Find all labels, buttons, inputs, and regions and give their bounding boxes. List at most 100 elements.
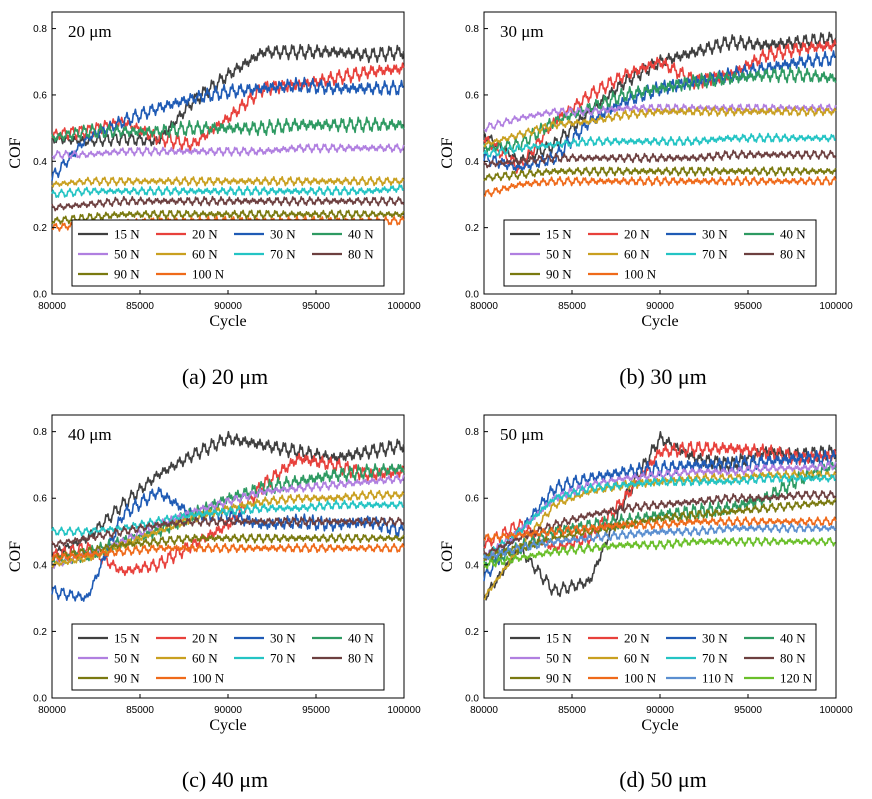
- series-line-50n: [51, 143, 405, 160]
- legend-label: 60 N: [624, 247, 650, 262]
- legend: 15 N 20 N 30 N 40 N 50 N 60 N 70 N 80 N 90 N 100 …: [503, 623, 817, 691]
- chart-panel-1: 0.0 0.2 0.4 0.6 0.8 80000 85000 90000 95000 10000…: [439, 11, 853, 330]
- legend-label: 40 N: [348, 227, 374, 242]
- x-tick-label: 100000: [387, 705, 421, 716]
- panel-tag: 30 μm: [500, 22, 544, 41]
- legend-label: 15 N: [546, 227, 572, 242]
- x-tick-label: 95000: [734, 705, 762, 716]
- x-tick-label: 95000: [302, 705, 330, 716]
- legend-label: 20 N: [624, 631, 650, 646]
- legend-label: 90 N: [546, 267, 572, 282]
- series-line-110n: [483, 522, 837, 561]
- legend-label: 90 N: [114, 671, 140, 686]
- series-line-100n: [483, 516, 837, 543]
- y-tick-label: 0.2: [33, 223, 47, 234]
- legend-label: 20 N: [192, 227, 218, 242]
- x-axis-title: Cycle: [641, 313, 678, 330]
- x-tick-label: 85000: [558, 301, 586, 312]
- y-tick-label: 0.4: [465, 560, 479, 571]
- series-line-40n: [51, 116, 405, 142]
- series-line-80n: [51, 195, 405, 212]
- legend-label: 100 N: [624, 671, 657, 686]
- series-line-70n: [51, 184, 405, 198]
- y-tick-label: 0.4: [33, 157, 47, 168]
- legend-label: 40 N: [780, 227, 806, 242]
- series-line-90n: [483, 166, 837, 182]
- x-tick-label: 90000: [214, 301, 242, 312]
- x-axis-title: Cycle: [209, 717, 246, 734]
- legend-label: 50 N: [546, 247, 572, 262]
- series-line-40n: [483, 461, 837, 568]
- x-axis-title: Cycle: [641, 717, 678, 734]
- series-line-70n: [483, 132, 837, 158]
- legend-label: 80 N: [780, 651, 806, 666]
- y-tick-label: 0.8: [465, 24, 479, 35]
- series-line-50n: [483, 460, 837, 562]
- x-tick-label: 80000: [470, 301, 498, 312]
- y-axis-title: COF: [7, 137, 24, 168]
- series-line-60n: [51, 176, 405, 188]
- panel-tag: 20 μm: [68, 22, 112, 41]
- legend-label: 100 N: [624, 267, 657, 282]
- chart-panel-3: 0.0 0.2 0.4 0.6 0.8 80000 85000 90000 95000 10000…: [439, 414, 853, 734]
- legend-label: 15 N: [114, 631, 140, 646]
- series-line-80n: [483, 149, 837, 169]
- series-line-15n: [51, 430, 405, 560]
- x-tick-label: 80000: [38, 301, 66, 312]
- y-axis-title: COF: [439, 137, 456, 168]
- y-tick-label: 0.2: [465, 627, 479, 638]
- legend-label: 40 N: [780, 631, 806, 646]
- legend-label: 20 N: [192, 631, 218, 646]
- y-tick-label: 0.6: [33, 494, 47, 505]
- y-tick-label: 0.6: [465, 494, 479, 505]
- legend-label: 80 N: [348, 651, 374, 666]
- y-tick-label: 0.0: [33, 694, 47, 705]
- legend-label: 30 N: [270, 631, 296, 646]
- y-tick-label: 0.4: [465, 157, 479, 168]
- y-tick-label: 0.6: [33, 90, 47, 101]
- series-line-60n: [483, 106, 837, 148]
- x-tick-label: 80000: [38, 705, 66, 716]
- x-tick-label: 95000: [734, 301, 762, 312]
- legend-label: 120 N: [780, 671, 813, 686]
- series-line-15n: [51, 43, 405, 147]
- x-axis-title: Cycle: [209, 313, 246, 330]
- legend: 15 N 20 N 30 N 40 N 50 N 60 N 70 N 80 N 90 N 100 …: [503, 219, 817, 287]
- y-tick-label: 0.0: [465, 290, 479, 301]
- legend-label: 15 N: [546, 631, 572, 646]
- y-tick-label: 0.0: [33, 290, 47, 301]
- y-tick-label: 0.6: [465, 90, 479, 101]
- y-axis-title: COF: [439, 541, 456, 572]
- legend-label: 30 N: [702, 631, 728, 646]
- legend-label: 15 N: [114, 227, 140, 242]
- y-tick-label: 0.0: [465, 694, 479, 705]
- x-tick-label: 90000: [646, 705, 674, 716]
- legend-label: 70 N: [702, 247, 728, 262]
- series-line-100n: [484, 175, 837, 198]
- x-tick-label: 80000: [470, 705, 498, 716]
- panel-caption: (d) 50 μm: [619, 767, 707, 792]
- legend-label: 60 N: [192, 247, 218, 262]
- legend-label: 70 N: [702, 651, 728, 666]
- x-tick-label: 90000: [214, 705, 242, 716]
- legend-label: 50 N: [546, 651, 572, 666]
- series-line-80n: [51, 516, 405, 549]
- legend-label: 100 N: [192, 671, 225, 686]
- series-line-70n: [51, 499, 405, 537]
- legend-label: 50 N: [114, 247, 140, 262]
- legend: 15 N 20 N 30 N 40 N 50 N 60 N 70 N 80 N 90 N 100 …: [71, 623, 385, 691]
- x-tick-label: 100000: [819, 301, 853, 312]
- y-tick-label: 0.2: [465, 223, 479, 234]
- y-tick-label: 0.2: [33, 627, 47, 638]
- y-tick-label: 0.8: [465, 427, 479, 438]
- legend-label: 80 N: [348, 247, 374, 262]
- legend-label: 110 N: [702, 671, 734, 686]
- series-line-30n: [483, 50, 836, 172]
- x-tick-label: 100000: [387, 301, 421, 312]
- panel-tag: 50 μm: [500, 425, 544, 444]
- x-tick-label: 85000: [558, 705, 586, 716]
- panel-caption: (b) 30 μm: [619, 364, 707, 389]
- chart-panel-0: 0.0 0.2 0.4 0.6 0.8 80000 85000 90000 95000 10000…: [7, 11, 421, 330]
- series-line-120n: [483, 536, 836, 570]
- legend-label: 80 N: [780, 247, 806, 262]
